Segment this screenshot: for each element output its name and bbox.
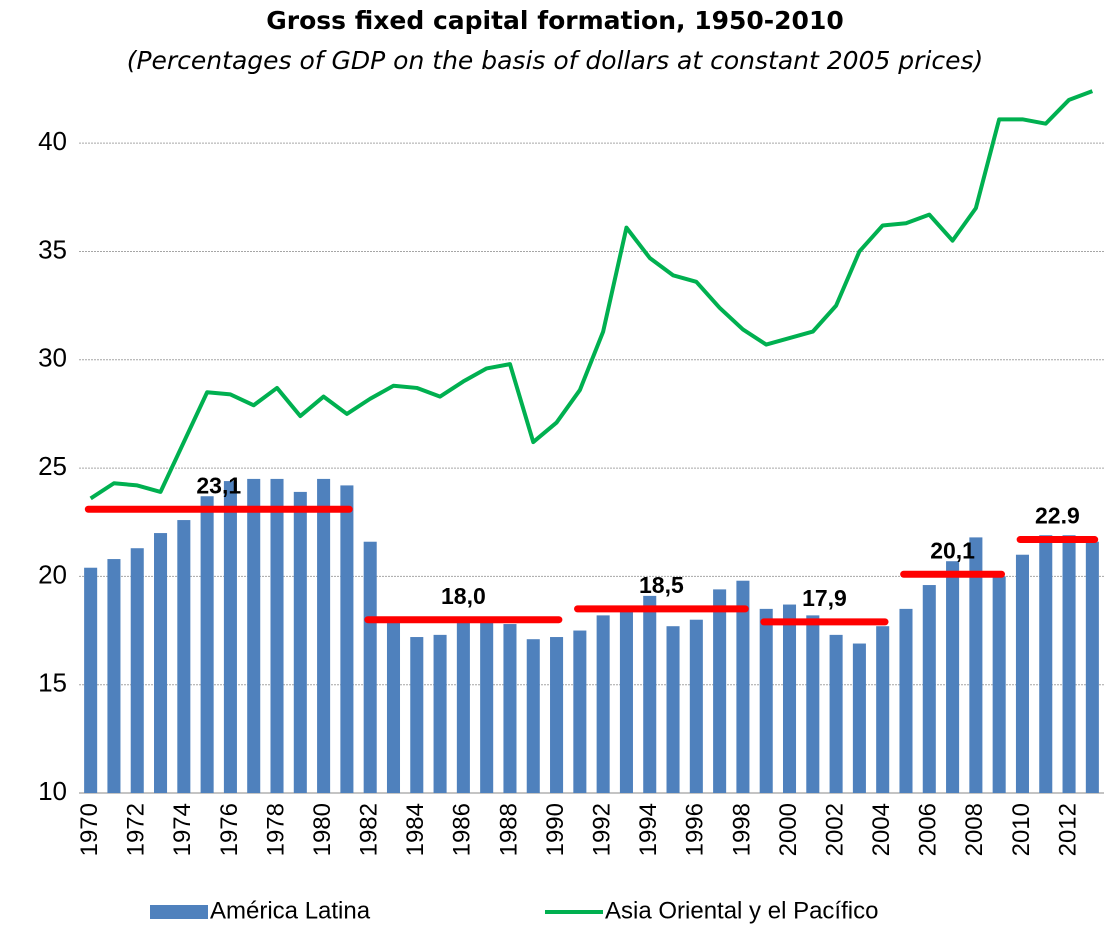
bar <box>130 548 144 793</box>
x-tick-label: 1996 <box>682 803 709 856</box>
bar <box>433 634 447 793</box>
x-tick-label: 1978 <box>262 803 289 856</box>
y-tick-label: 20 <box>38 559 67 589</box>
bar <box>386 619 401 793</box>
x-tick-label: 1974 <box>169 803 196 856</box>
bar <box>992 576 1006 793</box>
x-tick-label: 1990 <box>542 803 569 856</box>
x-tick-label: 2012 <box>1054 803 1081 856</box>
bar <box>84 567 98 793</box>
bar <box>666 626 680 793</box>
x-tick-label: 1972 <box>123 803 150 856</box>
chart-subtitle: (Percentages of GDP on the basis of doll… <box>127 46 984 75</box>
y-tick-label: 15 <box>38 668 67 698</box>
annotation: 23,1 <box>196 472 241 498</box>
annotation: 20,1 <box>930 537 975 563</box>
x-tick-label: 1982 <box>356 803 383 856</box>
bar <box>852 643 866 793</box>
bar <box>736 580 750 793</box>
bar <box>270 478 284 793</box>
bar <box>107 559 121 793</box>
x-tick-label: 1994 <box>635 803 662 856</box>
annotation: 18,5 <box>639 572 684 598</box>
bar <box>899 608 913 793</box>
bar <box>340 485 354 793</box>
x-tick-label: 2004 <box>868 803 895 856</box>
y-tick-label: 10 <box>38 776 67 806</box>
bar <box>619 608 633 793</box>
x-tick-label: 1986 <box>449 803 476 856</box>
y-tick-label: 40 <box>38 126 67 156</box>
bar <box>223 481 237 793</box>
bar <box>876 626 890 793</box>
bar <box>526 639 540 793</box>
bar <box>643 595 657 793</box>
bar <box>969 537 983 793</box>
bar <box>922 585 936 793</box>
bar <box>806 615 820 793</box>
bar <box>503 624 517 793</box>
bar <box>782 604 797 793</box>
x-tick-label: 1970 <box>76 803 103 856</box>
bar <box>363 541 377 793</box>
bar <box>177 520 191 793</box>
bar <box>247 478 261 793</box>
bar <box>596 615 610 793</box>
bar <box>154 533 168 793</box>
y-tick-label: 35 <box>38 234 67 264</box>
bar <box>480 619 494 793</box>
chart-title: Gross fixed capital formation, 1950-2010 <box>266 6 843 35</box>
x-tick-label: 2008 <box>961 803 988 856</box>
bar <box>573 630 587 793</box>
bar <box>713 589 727 793</box>
bar <box>689 619 703 793</box>
bar <box>946 561 960 793</box>
bar <box>293 491 307 793</box>
y-tick-label: 30 <box>38 343 67 373</box>
x-tick-label: 1980 <box>309 803 336 856</box>
bar <box>1085 541 1099 793</box>
x-tick-label: 1988 <box>495 803 522 856</box>
bar <box>1062 535 1076 793</box>
bar <box>410 637 424 793</box>
line <box>89 89 1094 501</box>
x-tick-label: 2010 <box>1008 803 1035 856</box>
bar <box>317 478 331 793</box>
bar <box>1039 535 1053 793</box>
x-tick-label: 2006 <box>915 803 942 856</box>
x-tick-label: 1992 <box>588 803 615 856</box>
x-tick-label: 1998 <box>728 803 755 856</box>
legend-label: Asia Oriental y el Pacífico <box>605 897 878 924</box>
x-tick-label: 1976 <box>216 803 243 856</box>
bar <box>829 634 843 793</box>
y-tick-label: 25 <box>38 451 67 481</box>
x-tick-label: 2000 <box>775 803 802 856</box>
legend-swatch <box>150 905 208 919</box>
x-tick-label: 1984 <box>402 803 429 856</box>
annotation: 17,9 <box>802 585 847 611</box>
bar <box>759 608 773 793</box>
bar <box>200 496 214 793</box>
legend-label: América Latina <box>210 897 371 924</box>
bar <box>1015 554 1029 793</box>
annotation: 18,0 <box>441 583 486 609</box>
annotation: 22.9 <box>1035 503 1080 529</box>
bar <box>456 621 470 793</box>
x-tick-label: 2002 <box>821 803 848 856</box>
bar <box>550 637 564 793</box>
